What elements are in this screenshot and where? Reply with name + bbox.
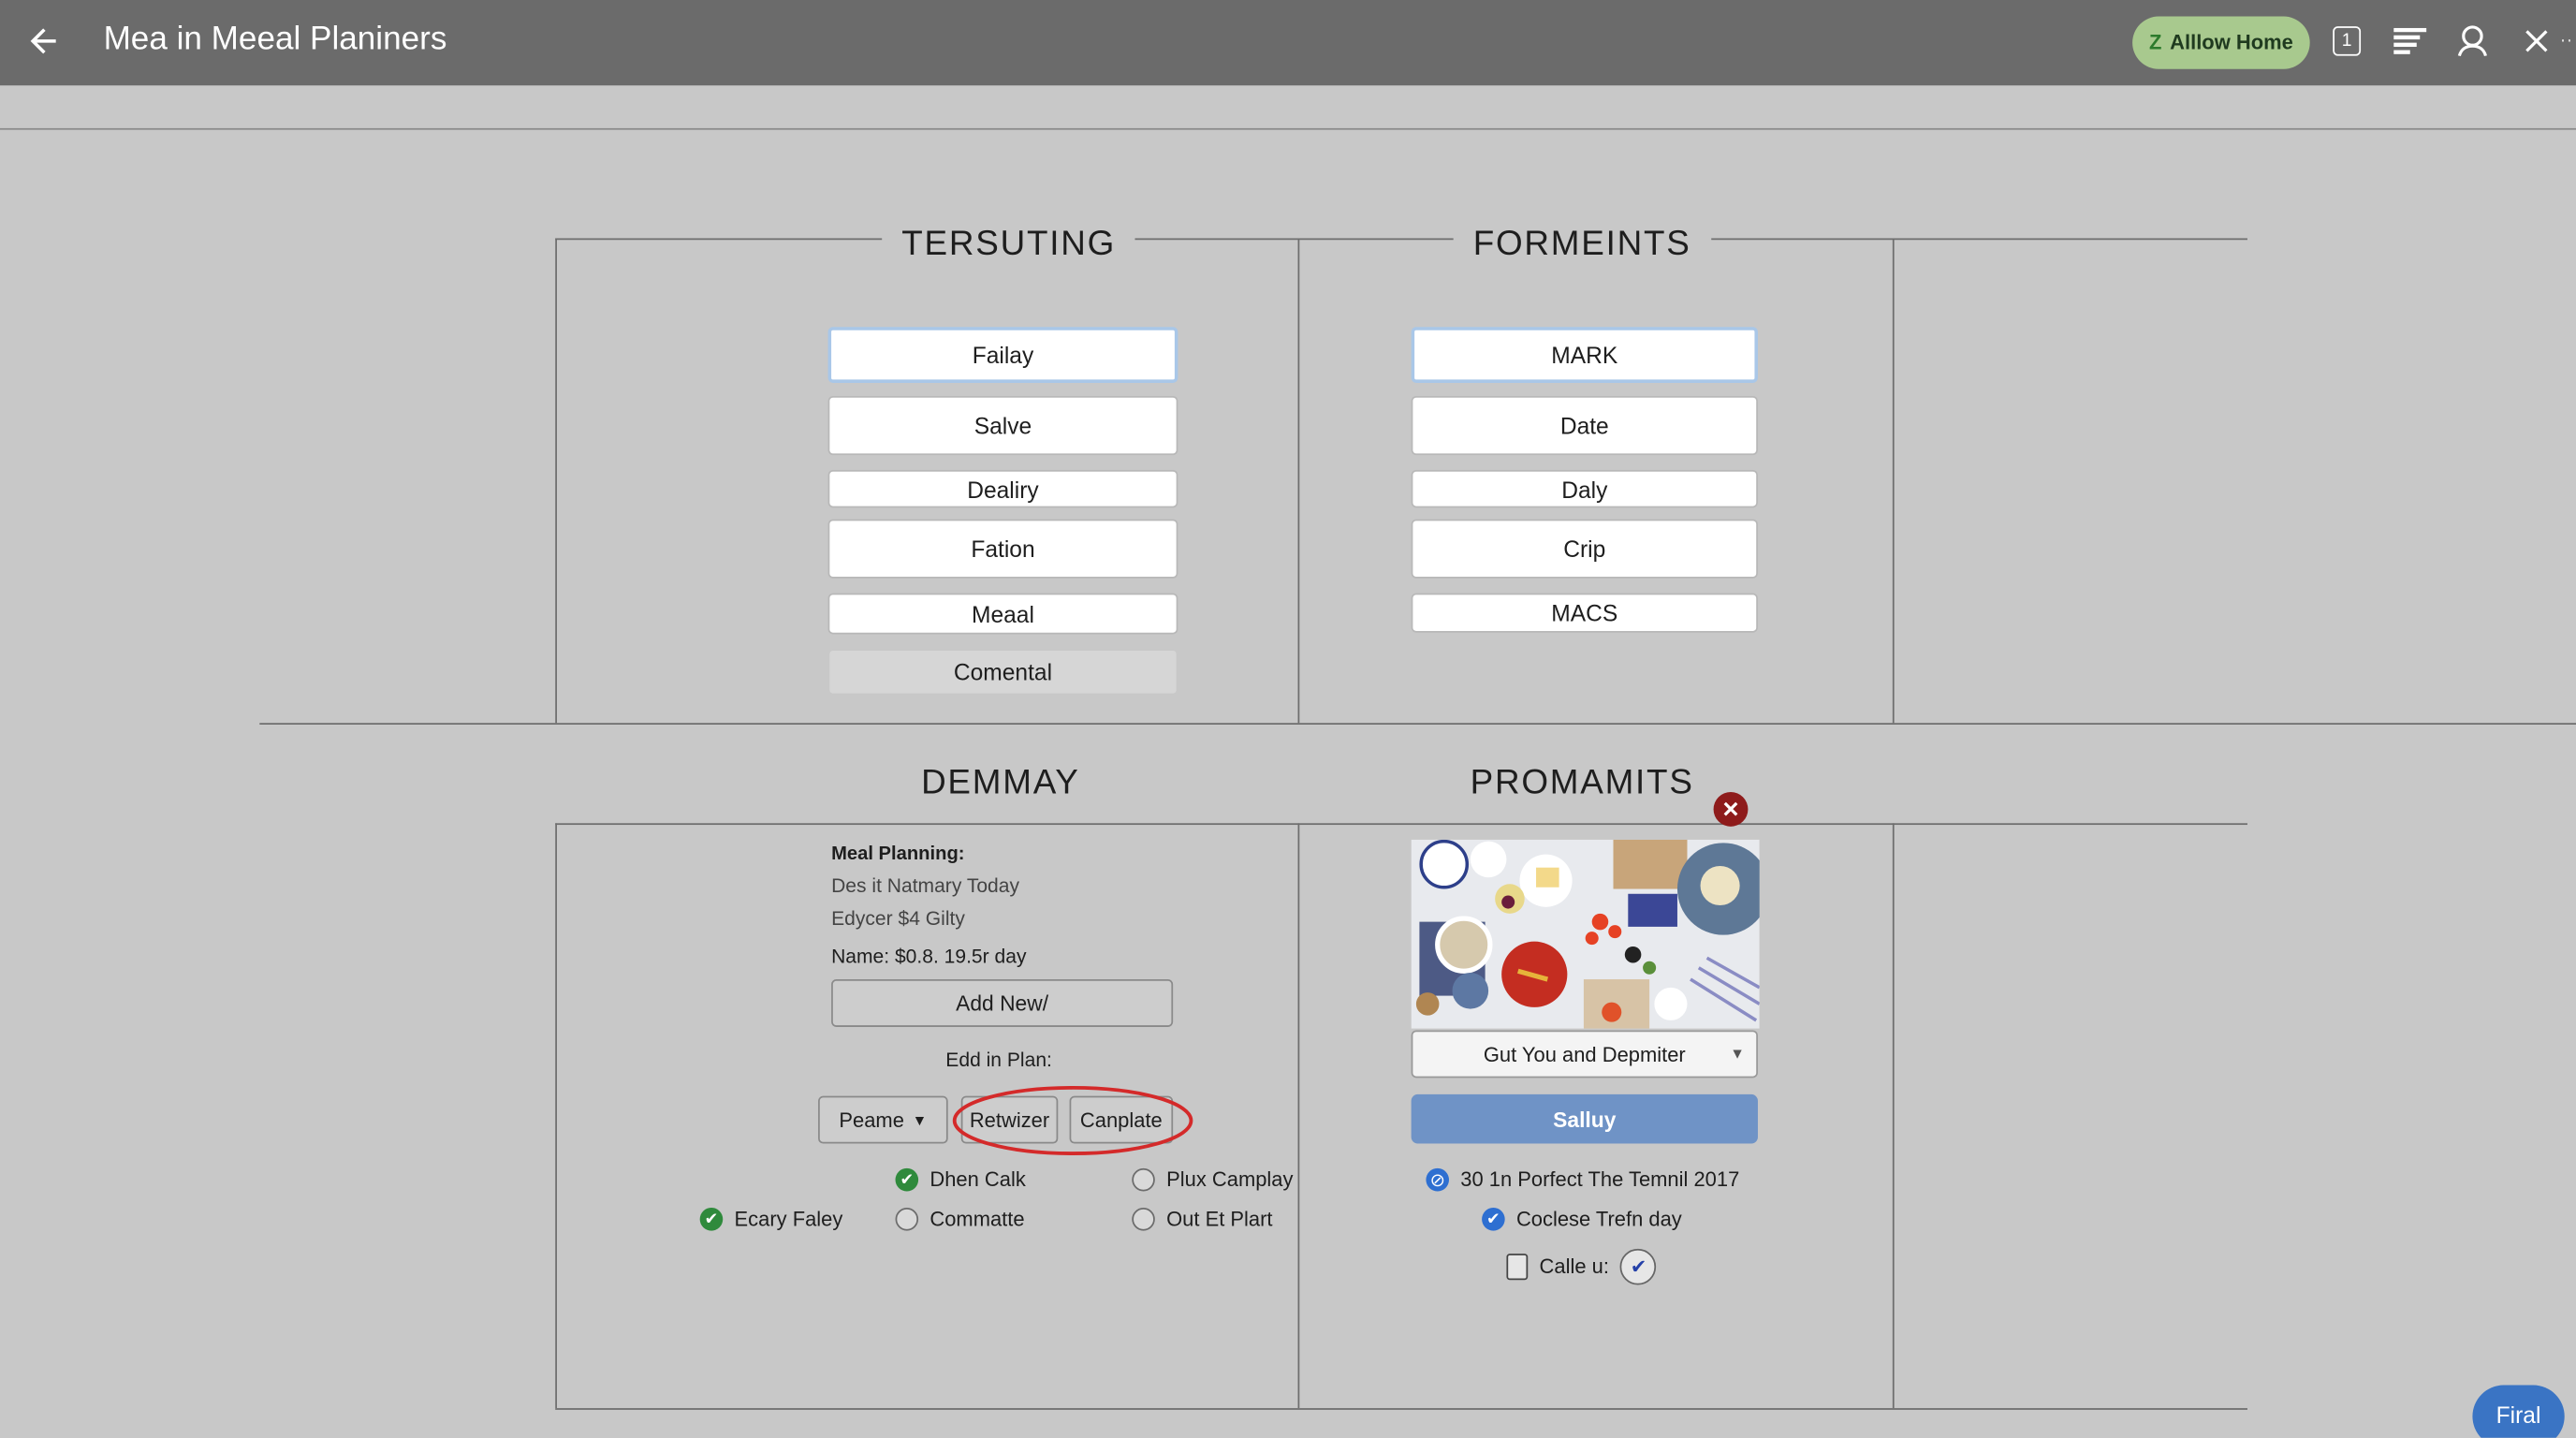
edd-in-plan-label: Edd in Plan: (945, 1048, 1052, 1072)
highlight-ellipse (952, 1085, 1193, 1156)
radio-empty-icon (1132, 1207, 1155, 1231)
option-macs[interactable]: MACS (1411, 593, 1758, 633)
checkbox-ecary-faley[interactable]: ✔ Ecary Faley (699, 1207, 842, 1231)
frame-line (1297, 238, 1300, 724)
frame-line (555, 238, 2247, 241)
option-date[interactable]: Date (1411, 395, 1758, 456)
option-comental[interactable]: Comental (827, 649, 1178, 696)
retwizer-button[interactable]: Retwizer (960, 1095, 1059, 1144)
section-title-tersuting: TERSUTING (882, 225, 1136, 265)
salluy-button[interactable]: Salluy (1411, 1093, 1758, 1144)
clipboard-icon (1506, 1254, 1529, 1281)
frame-line (555, 823, 557, 1409)
caret-down-icon: ▼ (1730, 1045, 1745, 1062)
checkbox-out-et-plart[interactable]: Out Et Plart (1132, 1207, 1273, 1231)
meal-planning-heading: Meal Planning: (831, 844, 965, 865)
option-dealiry[interactable]: Dealiry (827, 469, 1178, 508)
close-promo-button[interactable]: ✕ (1713, 791, 1749, 827)
frame-line (555, 823, 2247, 826)
user-icon[interactable] (2456, 24, 2489, 57)
checkbox-calle-u[interactable]: Calle u: ✔ (1506, 1248, 1657, 1285)
frame-line (259, 723, 2576, 725)
frame-line (1297, 823, 1300, 1409)
close-icon[interactable] (2525, 30, 2549, 53)
radio-empty-icon (895, 1207, 919, 1231)
option-failay[interactable]: Failay (827, 327, 1178, 383)
divider (0, 127, 2576, 130)
canplate-button[interactable]: Canplate (1069, 1095, 1174, 1144)
firal-button[interactable]: Firal (2472, 1385, 2565, 1438)
check-slash-icon: ⊘ (1426, 1167, 1449, 1192)
section-title-formeints: FORMEINTS (1453, 225, 1711, 265)
back-arrow-icon[interactable] (30, 26, 60, 56)
meal-image (1411, 839, 1760, 1029)
top-bar: Mea in Meeal Planiners Z Alllow Home 1 ·· (0, 0, 2576, 86)
allow-home-button[interactable]: Z Alllow Home (2132, 16, 2310, 69)
option-fation[interactable]: Fation (827, 519, 1178, 579)
summary-line: Edycer $4 Gilty (831, 906, 965, 931)
section-title-demmay: DEMMAY (921, 764, 1080, 802)
check-icon: ✔ (895, 1167, 919, 1192)
check-icon: ✔ (699, 1207, 724, 1231)
peame-dropdown[interactable]: Peame ▼ (818, 1095, 948, 1144)
promo-dropdown[interactable]: Gut You and Depmiter ▼ (1411, 1030, 1758, 1078)
check-icon: ✔ (1482, 1207, 1505, 1231)
option-daly[interactable]: Daly (1411, 469, 1758, 508)
grid-menu-icon[interactable] (2393, 27, 2427, 54)
caret-down-icon: ▼ (912, 1111, 928, 1128)
frame-line (1892, 823, 1895, 1409)
frame-line (555, 1408, 2247, 1410)
option-crip[interactable]: Crip (1411, 519, 1758, 579)
checkbox-commatte[interactable]: Commatte (895, 1207, 1025, 1231)
option-salve[interactable]: Salve (827, 395, 1178, 456)
option-mark[interactable]: MARK (1411, 327, 1758, 383)
checkbox-coclese-trefn[interactable]: ✔ Coclese Trefn day (1482, 1207, 1682, 1231)
checkbox-perfect-temnil[interactable]: ⊘ 30 1n Porfect The Temnil 2017 (1426, 1167, 1739, 1192)
more-icon[interactable]: ·· (2559, 27, 2573, 51)
window-count-icon[interactable]: 1 (2333, 26, 2362, 56)
add-new-button[interactable]: Add New/ (831, 979, 1174, 1027)
section-title-promamits: PROMAMITS (1470, 764, 1694, 802)
checkbox-dhen-calk[interactable]: ✔ Dhen Calk (895, 1167, 1026, 1192)
checkbox-plux-camplay[interactable]: Plux Camplay (1132, 1167, 1293, 1192)
option-meaal[interactable]: Meaal (827, 593, 1178, 635)
frame-line (1892, 238, 1895, 724)
name-line: Name: $0.8. 19.5r day (831, 945, 1027, 968)
radio-empty-icon (1132, 1167, 1155, 1192)
app-title: Mea in Meeal Planiners (103, 21, 447, 58)
z-logo-icon: Z (2148, 31, 2162, 54)
summary-line: Des it Natmary Today (831, 873, 1020, 898)
confirm-check-icon[interactable]: ✔ (1620, 1248, 1657, 1285)
frame-line (555, 238, 557, 724)
